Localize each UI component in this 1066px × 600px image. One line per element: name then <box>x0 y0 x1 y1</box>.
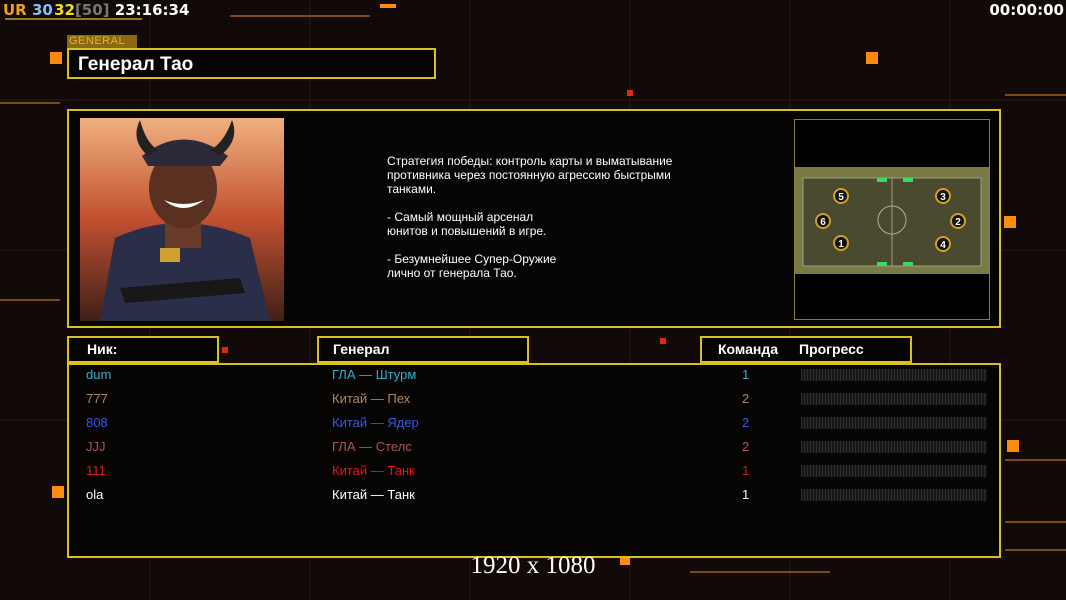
map-spawn-2: 2 <box>950 213 966 229</box>
map-spawn-1: 1 <box>833 235 849 251</box>
player-nick: JJJ <box>86 439 106 454</box>
header-team-progress: Команда Прогресс <box>700 336 912 363</box>
resolution-label: 1920 x 1080 <box>470 552 596 579</box>
hud-stat-1: 30 <box>31 1 53 19</box>
hud-stats: UR 30 32[50] 23:16:34 <box>3 1 189 19</box>
player-row[interactable]: 111 Китай — Танк 1 <box>69 461 1002 481</box>
hud-ur: UR <box>3 1 27 19</box>
hud-timer: 00:00:00 <box>989 1 1064 19</box>
player-progress-bar <box>801 393 987 405</box>
svg-text:3: 3 <box>940 192 946 203</box>
player-nick: dum <box>86 367 112 382</box>
svg-text:5: 5 <box>838 192 844 203</box>
player-general: ГЛА — Штурм <box>332 367 417 382</box>
player-row[interactable]: 777 Китай — Пех 2 <box>69 389 1002 409</box>
player-progress-bar <box>801 465 987 477</box>
player-list: dum ГЛА — Штурм 1 777 Китай — Пех 2 808 … <box>67 363 1001 558</box>
player-row[interactable]: dum ГЛА — Штурм 1 <box>69 365 1002 385</box>
player-general: Китай — Ядер <box>332 415 419 430</box>
header-progress: Прогресс <box>799 341 864 357</box>
player-nick: 111 <box>86 463 106 478</box>
general-portrait <box>80 118 284 321</box>
player-nick: 808 <box>86 415 108 430</box>
svg-text:6: 6 <box>820 217 826 228</box>
player-row[interactable]: ola Китай — Танк 1 <box>69 485 1002 505</box>
map-spawn-3: 3 <box>935 188 951 204</box>
general-description: Стратегия победы: контроль карты и вымат… <box>387 154 673 280</box>
player-team: 1 <box>742 463 750 478</box>
player-row[interactable]: 808 Китай — Ядер 2 <box>69 413 1002 433</box>
player-team: 2 <box>742 415 750 430</box>
hud-stat-2: 32 <box>54 1 75 19</box>
map-spawn-6: 6 <box>815 213 831 229</box>
player-nick: ola <box>86 487 104 502</box>
player-row[interactable]: JJJ ГЛА — Стелс 2 <box>69 437 1002 457</box>
header-general: Генерал <box>317 336 529 363</box>
player-progress-bar <box>801 441 987 453</box>
svg-text:1: 1 <box>838 239 844 250</box>
header-team: Команда <box>718 341 778 357</box>
header-nick: Ник: <box>67 336 219 363</box>
map-spawn-4: 4 <box>935 236 951 252</box>
player-general: ГЛА — Стелс <box>332 439 412 454</box>
player-general: Китай — Танк <box>332 463 415 478</box>
map-preview[interactable]: 1 2 3 4 5 6 <box>794 119 990 320</box>
player-team: 2 <box>742 391 750 406</box>
player-team: 1 <box>742 487 750 502</box>
general-title: Генерал Тао <box>67 48 436 79</box>
hud-clock: 23:16:34 <box>114 1 190 19</box>
player-team: 1 <box>742 367 750 382</box>
player-team: 2 <box>742 439 750 454</box>
hud-stat-bracket: [50] <box>74 1 110 19</box>
player-general: Китай — Пех <box>332 391 411 406</box>
player-progress-bar <box>801 489 987 501</box>
map-spawn-5: 5 <box>833 188 849 204</box>
general-tag: GENERAL <box>67 35 137 48</box>
player-general: Китай — Танк <box>332 487 415 502</box>
player-progress-bar <box>801 417 987 429</box>
svg-text:2: 2 <box>955 217 961 228</box>
player-progress-bar <box>801 369 987 381</box>
player-nick: 777 <box>86 391 108 406</box>
svg-text:4: 4 <box>940 240 946 251</box>
map-image: 1 2 3 4 5 6 <box>795 167 989 274</box>
